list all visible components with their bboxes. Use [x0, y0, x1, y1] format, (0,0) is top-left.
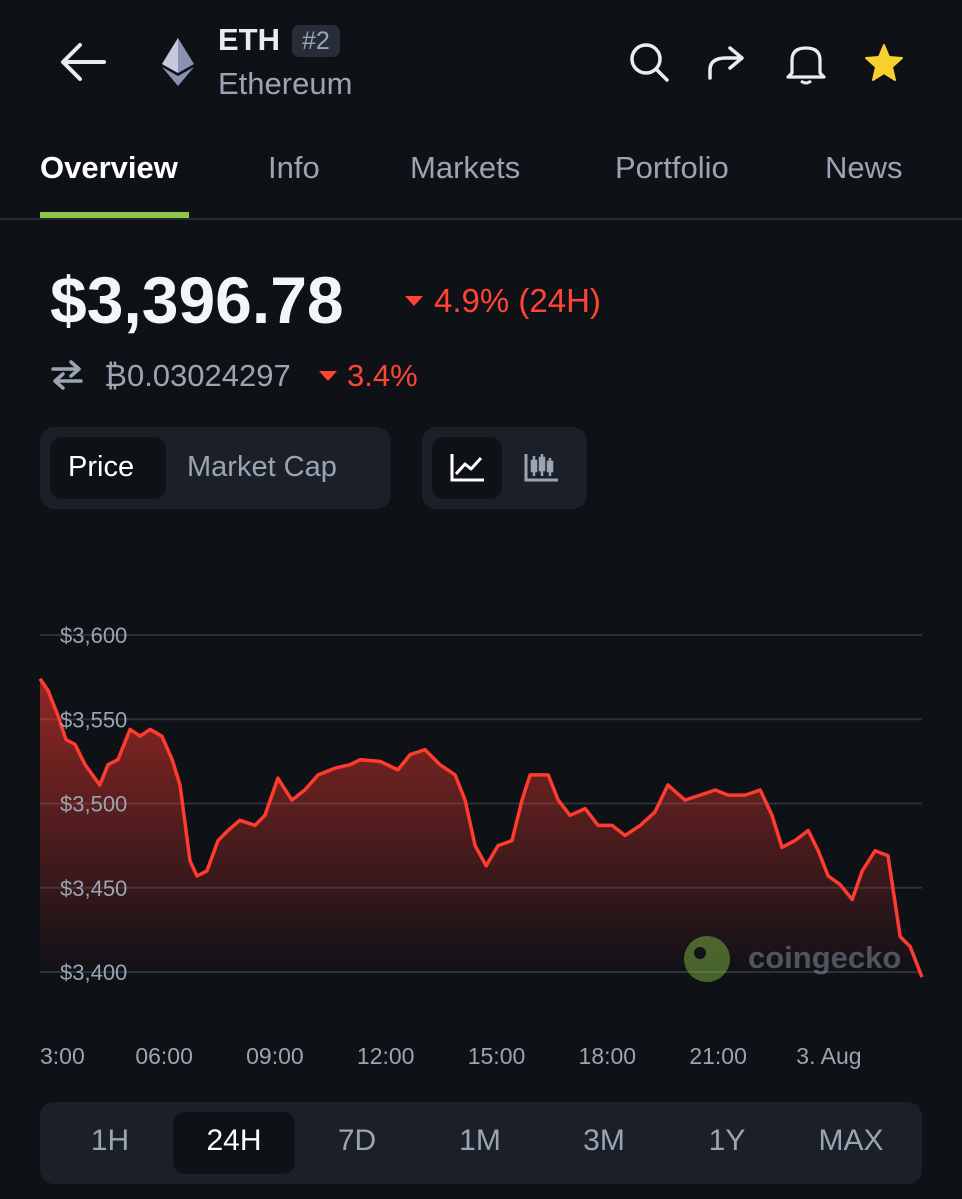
tab[interactable]: Overview	[40, 150, 178, 185]
watermark: coingecko	[684, 936, 901, 982]
watermark-text: coingecko	[748, 940, 901, 975]
down-arrow	[405, 296, 423, 306]
range-option[interactable]: 7D	[337, 1124, 377, 1157]
header-actions	[630, 43, 903, 85]
symbol: ETH	[218, 22, 280, 57]
tab[interactable]: Portfolio	[615, 150, 729, 185]
price-btc: ₿0.03024297	[104, 358, 291, 393]
y-tick-label: $3,600	[60, 623, 127, 648]
selected-pill	[50, 437, 166, 499]
y-tick-label: $3,550	[60, 707, 127, 732]
x-tick-label: 12:00	[357, 1043, 415, 1069]
search-icon[interactable]	[630, 43, 669, 82]
y-tick-label: $3,400	[60, 960, 127, 985]
tab[interactable]: Info	[268, 150, 320, 185]
x-tick-label: 21:00	[689, 1043, 747, 1069]
range-option[interactable]: 1H	[90, 1124, 130, 1157]
x-tick-label: 15:00	[468, 1043, 526, 1069]
range-option[interactable]: MAX	[818, 1124, 884, 1157]
candle-chart-icon[interactable]	[522, 450, 562, 486]
divider	[0, 218, 962, 220]
range-option[interactable]: 1M	[459, 1124, 501, 1157]
x-tick-label: 18:00	[579, 1043, 637, 1069]
mode-option[interactable]: Market Cap	[187, 451, 337, 483]
x-tick-label: 06:00	[135, 1043, 193, 1069]
mode-option[interactable]: Price	[68, 451, 135, 483]
line-chart-icon[interactable]	[448, 450, 488, 486]
coin-name: Ethereum	[218, 66, 353, 101]
x-tick-label: 3. Aug	[796, 1043, 861, 1069]
range-option[interactable]: 3M	[583, 1124, 625, 1157]
price-usd: $3,396.78	[50, 263, 344, 337]
rank-badge: #2	[292, 25, 340, 57]
price-chart: coingecko $3,400 $3,450 $3,500 $3,550 $3,600…	[38, 623, 924, 1069]
tab[interactable]: News	[825, 150, 903, 185]
price-line	[38, 677, 924, 978]
x-tick-label: 09:00	[246, 1043, 304, 1069]
range-option[interactable]: 24H	[206, 1124, 262, 1157]
tab[interactable]: Markets	[410, 150, 521, 185]
selected-pill	[173, 1112, 295, 1174]
share-icon[interactable]	[708, 46, 744, 80]
btc-change: 3.4%	[347, 358, 418, 393]
y-tick-label: $3,500	[60, 792, 127, 817]
star-icon[interactable]	[865, 44, 903, 81]
down-arrow	[319, 371, 337, 381]
selected-pill	[432, 437, 502, 499]
tab-underline	[40, 212, 189, 218]
bell-icon[interactable]	[786, 46, 826, 85]
x-tick-label: 3:00	[40, 1043, 85, 1069]
range-option[interactable]: 1Y	[708, 1124, 746, 1157]
price-change: 4.9% (24H)	[434, 282, 601, 319]
back-button[interactable]	[58, 40, 108, 84]
eth-logo	[162, 38, 194, 86]
area	[40, 678, 922, 978]
y-tick-label: $3,450	[60, 876, 127, 901]
swap-icon	[51, 360, 83, 390]
